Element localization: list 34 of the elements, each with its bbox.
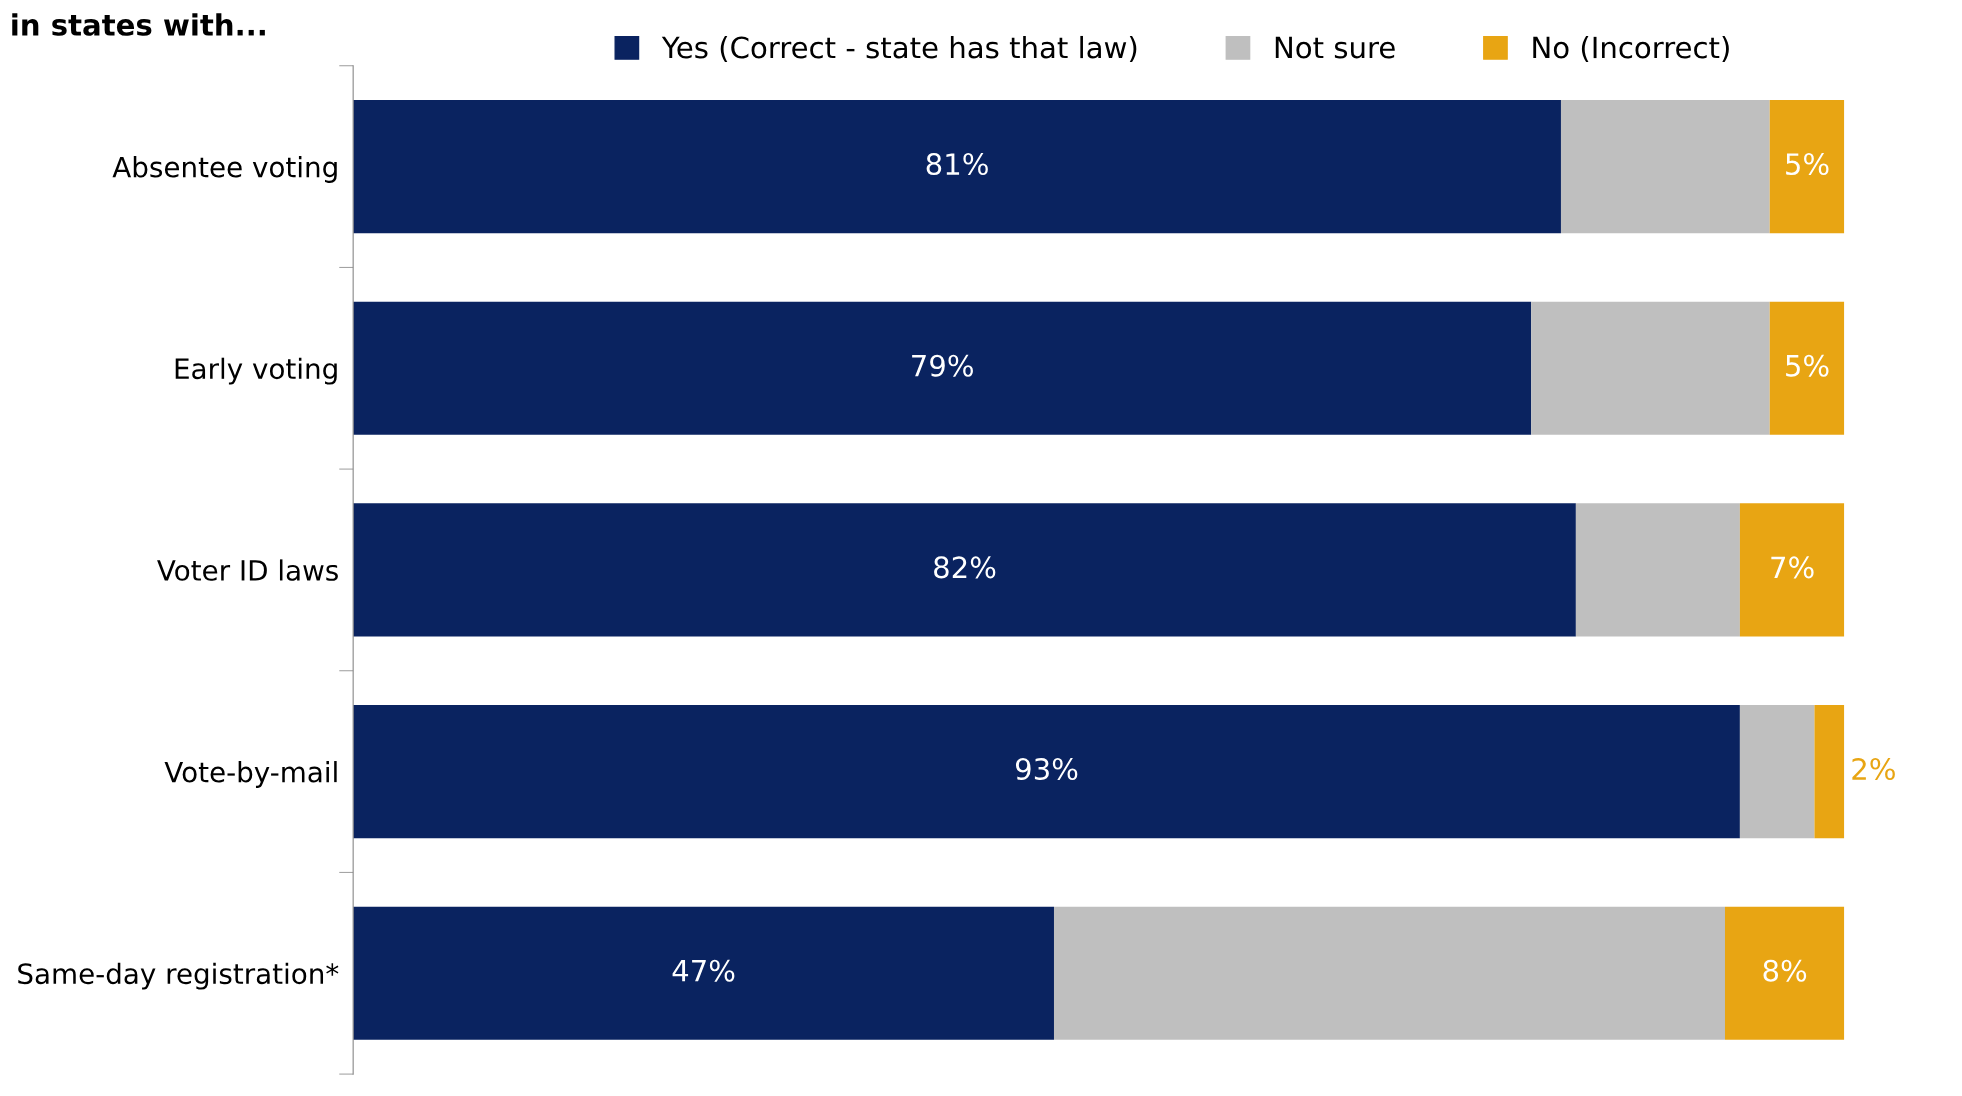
data-label: 47% <box>672 959 735 982</box>
y-tick-label: Absentee voting <box>112 156 337 183</box>
y-tick-label: Same-day registration* <box>18 962 339 990</box>
bar <box>1739 503 1845 637</box>
bar <box>1739 705 1815 839</box>
bar <box>1560 100 1770 234</box>
data-label: 5% <box>1786 152 1829 176</box>
bar <box>1053 906 1725 1040</box>
legend-label: Not sure <box>1275 36 1395 59</box>
bar <box>1531 301 1770 435</box>
data-label: 81% <box>926 152 988 176</box>
bar <box>353 301 1532 435</box>
bar <box>1769 301 1845 435</box>
bar <box>353 906 1054 1040</box>
data-label: 2% <box>1852 757 1895 781</box>
bar <box>1724 906 1845 1040</box>
y-tick-label: Early voting <box>175 357 337 385</box>
data-label: 5% <box>1786 354 1829 377</box>
legend-label: No (Incorrect) <box>1533 35 1729 62</box>
bar <box>353 503 1576 637</box>
data-label: 7% <box>1771 556 1814 579</box>
data-label: 79% <box>912 354 973 377</box>
chart-title: in states with... <box>12 13 265 36</box>
data-label: 8% <box>1763 959 1807 982</box>
bar <box>1814 705 1845 839</box>
y-tick-label: Vote-by-mail <box>164 761 337 788</box>
data-label: 93% <box>1015 757 1078 781</box>
bar <box>353 705 1740 839</box>
data-label: 82% <box>934 556 996 579</box>
bar <box>353 100 1561 234</box>
legend-label: Yes (Correct - state has that law) <box>661 35 1137 62</box>
bar <box>1575 503 1740 637</box>
bar <box>1769 100 1845 234</box>
y-tick-label: Voter ID laws <box>157 559 338 581</box>
